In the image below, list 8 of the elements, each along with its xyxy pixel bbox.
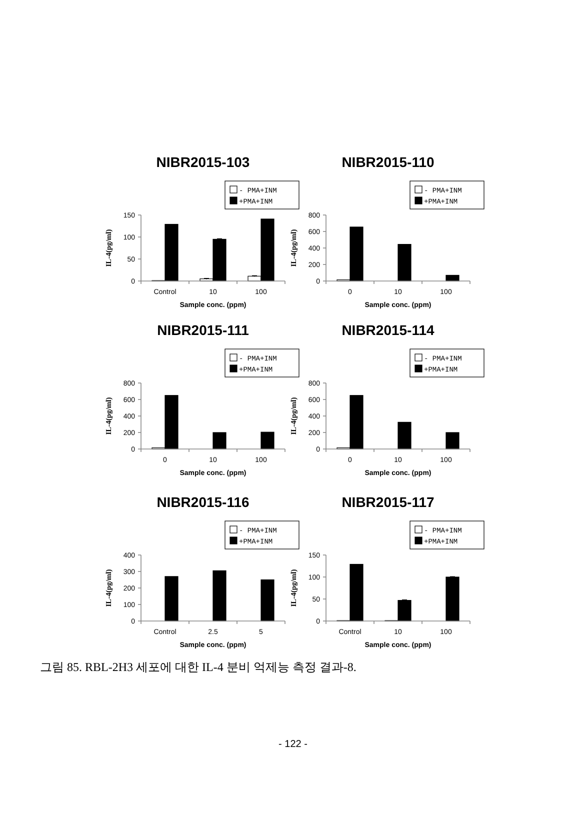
caption: 그림 85. RBL-2H3 세포에 대한 IL-4 분비 억제능 측정 결과-8. [40,660,356,674]
chart-title: NIBR2015-103 [156,154,250,170]
chart-title: NIBR2015-116 [156,494,250,510]
chart-title: NIBR2015-117 [342,494,435,510]
chart-title: NIBR2015-110 [342,154,435,170]
chart-title: NIBR2015-111 [157,322,250,338]
chart-title: NIBR2015-114 [342,322,435,338]
text: - 122 - [278,739,308,750]
